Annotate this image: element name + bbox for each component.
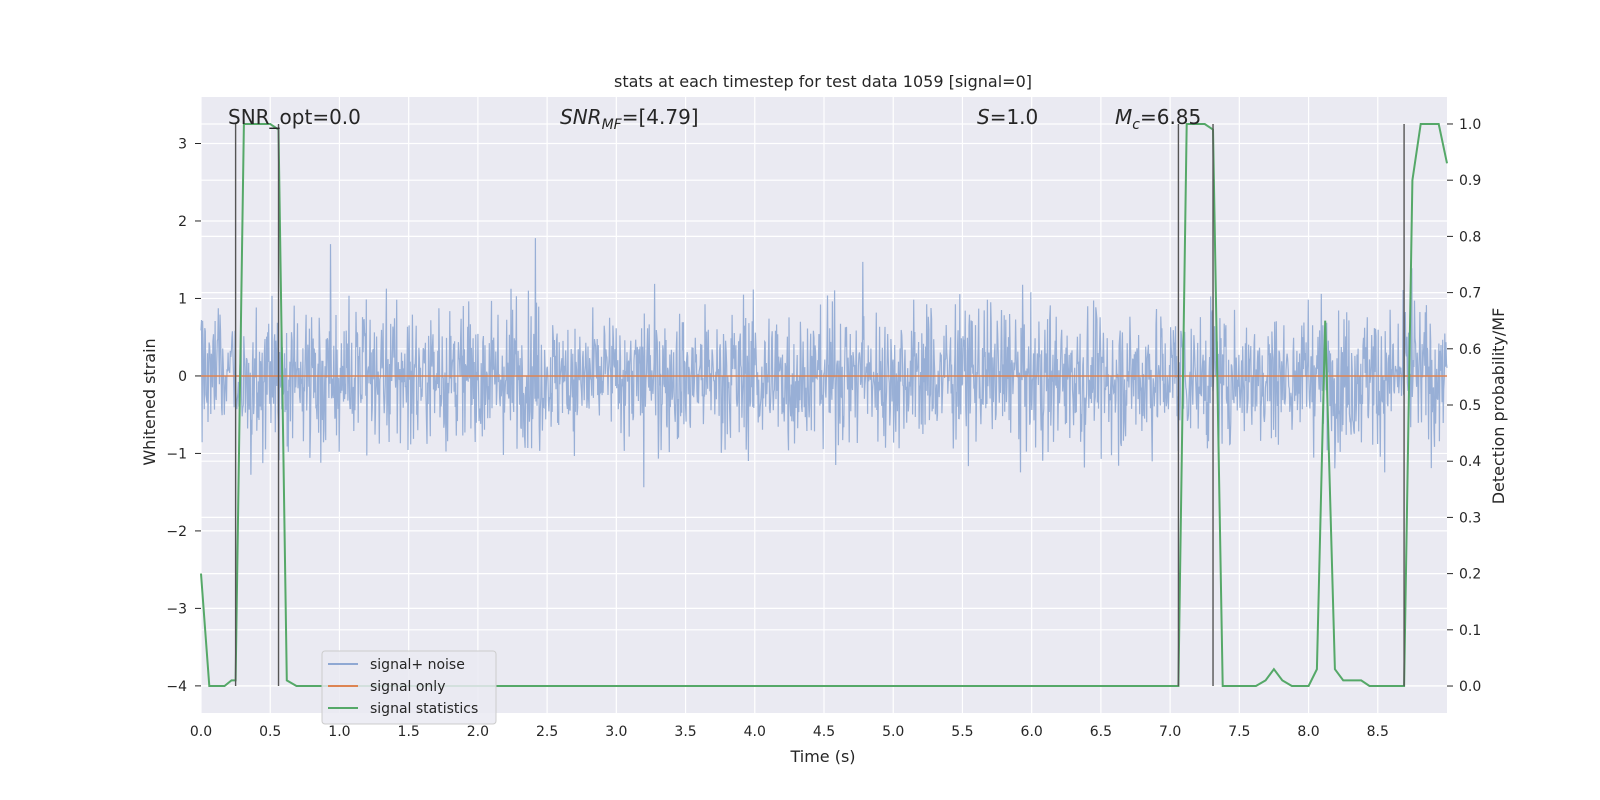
y-left-tick-label: 2 (178, 214, 187, 230)
annotation-snr-mf-main: SNR (560, 105, 602, 129)
series-signal-statistics (200, 123, 1448, 687)
y-right-tick-label: 0.9 (1459, 173, 1481, 189)
signal-statistics-line (200, 123, 1448, 687)
y-right-tick-label: 0.2 (1459, 567, 1481, 583)
legend: signal+ noise signal only signal statist… (321, 650, 497, 725)
x-tick-label: 7.5 (1228, 724, 1250, 740)
x-tick-label: 3.0 (605, 724, 627, 740)
y-left-tick-label: −4 (166, 679, 187, 695)
x-axis: 0.0 0.5 1.0 1.5 2.0 2.5 3.0 3.5 4.0 4.5 5.0 5.5 6.0 6… (190, 724, 1389, 740)
y-left-tick-label: −2 (166, 524, 187, 540)
vertical-markers (234, 123, 1405, 687)
y-right-tick-label: 0.1 (1459, 623, 1481, 639)
y-left-tick-label: −3 (166, 601, 187, 617)
x-tick-label: 0.0 (190, 724, 212, 740)
annotation-s-value: =1.0 (990, 105, 1039, 129)
y-right-tick-label: 0.5 (1459, 398, 1481, 414)
x-tick-label: 2.5 (536, 724, 558, 740)
y-right-tick-label: 0.8 (1459, 229, 1481, 245)
y-right-tick-label: 0.4 (1459, 454, 1481, 470)
y-axis-right: 0.0 0.1 0.2 0.3 0.4 0.5 0.6 0.7 0.8 0.9 1.0 (1447, 117, 1481, 695)
x-tick-label: 7.0 (1159, 724, 1181, 740)
y-axis-left-label: Whitened strain (140, 338, 159, 465)
annotations: SNR_opt=0.0 SNRMF=[4.79] S=1.0 Mc=6.85 (228, 105, 1201, 133)
x-tick-label: 4.5 (813, 724, 835, 740)
x-tick-label: 6.0 (1021, 724, 1043, 740)
annotation-snr-mf-sub: MF (602, 117, 623, 133)
y-right-tick-label: 0.0 (1459, 679, 1481, 695)
y-axis-right-label: Detection probability/MF (1489, 308, 1508, 505)
annotation-mc: Mc=6.85 (1115, 105, 1201, 133)
annotation-mc-sub: c (1132, 117, 1140, 133)
annotation-snr-mf-value: =[4.79] (622, 105, 699, 129)
x-tick-label: 3.5 (674, 724, 696, 740)
x-tick-label: 1.0 (328, 724, 350, 740)
y-left-tick-label: −1 (166, 446, 187, 462)
x-tick-label: 8.0 (1297, 724, 1319, 740)
y-axis-left: −4 −3 −2 −1 0 1 2 3 (166, 136, 201, 695)
series-signal-noise (200, 238, 1448, 488)
y-right-tick-label: 1.0 (1459, 117, 1481, 133)
x-tick-label: 2.0 (467, 724, 489, 740)
annotation-snr-opt: SNR_opt=0.0 (228, 105, 361, 129)
y-right-tick-label: 0.7 (1459, 286, 1481, 302)
chart-title: stats at each timestep for test data 105… (614, 72, 1032, 91)
y-right-tick-label: 0.3 (1459, 510, 1481, 526)
annotation-s: S=1.0 (977, 105, 1038, 129)
y-left-tick-label: 1 (178, 291, 187, 307)
annotation-mc-value: =6.85 (1140, 105, 1201, 129)
legend-box (321, 650, 497, 725)
x-axis-label: Time (s) (789, 747, 855, 766)
annotation-snr-mf: SNRMF=[4.79] (560, 105, 699, 133)
y-left-tick-label: 0 (178, 369, 187, 385)
x-tick-label: 6.5 (1090, 724, 1112, 740)
annotation-s-main: S (977, 105, 990, 129)
legend-label-signal-noise: signal+ noise (370, 657, 465, 673)
y-right-tick-label: 0.6 (1459, 342, 1481, 358)
legend-label-signal-statistics: signal statistics (370, 701, 478, 717)
x-tick-label: 8.5 (1367, 724, 1389, 740)
x-tick-label: 5.5 (951, 724, 973, 740)
y-left-tick-label: 3 (178, 136, 187, 152)
x-tick-label: 4.0 (744, 724, 766, 740)
annotation-mc-main: M (1115, 105, 1132, 129)
x-tick-label: 5.0 (882, 724, 904, 740)
x-tick-label: 0.5 (259, 724, 281, 740)
legend-label-signal-only: signal only (370, 679, 445, 695)
x-tick-label: 1.5 (398, 724, 420, 740)
signal-noise-trace (200, 238, 1448, 488)
